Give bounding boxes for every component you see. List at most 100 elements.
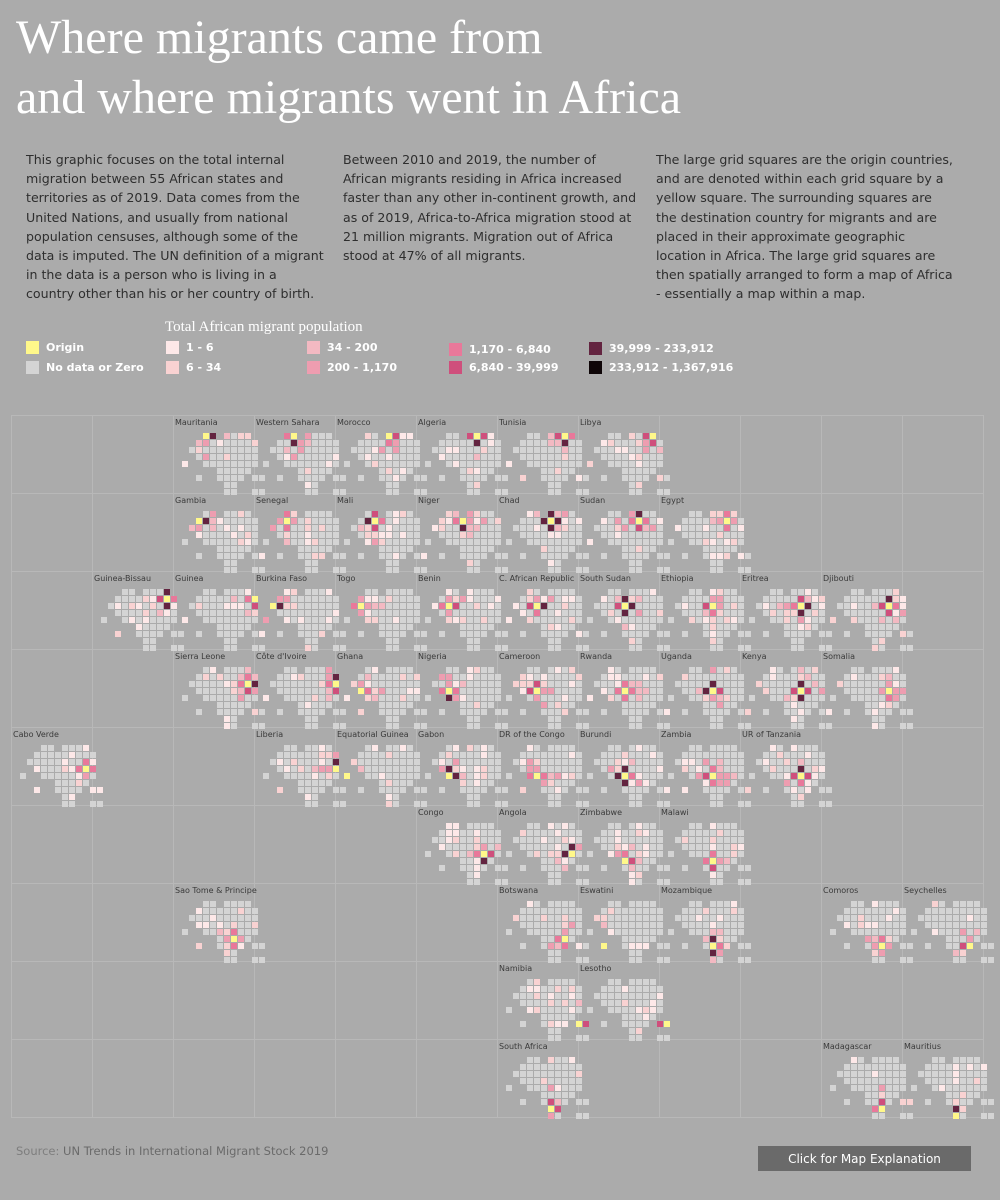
destination-cell — [527, 986, 533, 992]
destination-cell — [534, 454, 540, 460]
destination-cell — [171, 631, 177, 637]
origin-tile[interactable]: Burkina Faso — [255, 572, 346, 651]
origin-tile[interactable]: Niger — [417, 494, 508, 573]
destination-cell — [534, 1007, 540, 1013]
destination-cell — [400, 589, 406, 595]
origin-tile[interactable]: Zimbabwe — [579, 806, 670, 885]
destination-cell — [407, 624, 413, 630]
origin-tile[interactable]: Egypt — [660, 494, 751, 573]
origin-tile[interactable]: Burundi — [579, 728, 670, 807]
destination-cell — [548, 908, 554, 914]
origin-tile[interactable]: Zambia — [660, 728, 751, 807]
origin-tile[interactable]: Guinea — [174, 572, 265, 651]
destination-cell — [414, 787, 420, 793]
origin-tile[interactable]: Morocco — [336, 416, 427, 495]
origin-tile[interactable]: Ethiopia — [660, 572, 751, 651]
destination-cell — [555, 950, 561, 956]
origin-tile[interactable]: Liberia — [255, 728, 346, 807]
origin-tile[interactable]: South Africa — [498, 1040, 589, 1119]
destination-cell — [622, 865, 628, 871]
destination-cell — [224, 447, 230, 453]
origin-tile[interactable]: Seychelles — [903, 884, 994, 963]
destination-cell — [351, 681, 357, 687]
origin-tile[interactable]: Western Sahara — [255, 416, 346, 495]
origin-tile[interactable]: Guinea-Bissau — [93, 572, 184, 651]
origin-tile-label: Mali — [337, 496, 354, 505]
origin-tile[interactable]: Benin — [417, 572, 508, 651]
origin-tile[interactable]: Malawi — [660, 806, 751, 885]
destination-cell — [562, 440, 568, 446]
destination-cell — [812, 589, 818, 595]
origin-tile[interactable]: Nigeria — [417, 650, 508, 729]
destination-cell — [784, 766, 790, 772]
destination-cell — [203, 922, 209, 928]
origin-tile[interactable]: Mauritius — [903, 1040, 994, 1119]
destination-cell — [583, 489, 589, 495]
origin-tile[interactable]: Cabo Verde — [12, 728, 103, 807]
origin-tile[interactable]: Congo — [417, 806, 508, 885]
origin-tile[interactable]: Rwanda — [579, 650, 670, 729]
origin-tile[interactable]: Madagascar — [822, 1040, 913, 1119]
map-explanation-button[interactable]: Click for Map Explanation — [758, 1146, 971, 1171]
destination-cell — [527, 518, 533, 524]
destination-cell — [932, 929, 938, 935]
destination-cell — [872, 1106, 878, 1112]
destination-cell — [541, 525, 547, 531]
destination-cell — [333, 759, 339, 765]
destination-cell — [784, 702, 790, 708]
origin-tile[interactable]: Botswana — [498, 884, 589, 963]
destination-cell — [474, 709, 480, 715]
origin-tile[interactable]: Senegal — [255, 494, 346, 573]
destination-cell — [689, 844, 695, 850]
origin-tile[interactable]: Gambia — [174, 494, 265, 573]
origin-tile[interactable]: Mali — [336, 494, 427, 573]
origin-tile[interactable]: Mauritania — [174, 416, 265, 495]
destination-cell — [414, 475, 420, 481]
origin-tile[interactable]: Sierra Leone — [174, 650, 265, 729]
origin-tile[interactable]: Djibouti — [822, 572, 913, 651]
origin-tile[interactable]: Eritrea — [741, 572, 832, 651]
destination-cell — [196, 596, 202, 602]
origin-tile[interactable]: Namibia — [498, 962, 589, 1041]
origin-tile[interactable]: Lesotho — [579, 962, 670, 1041]
origin-tile[interactable]: Tunisia — [498, 416, 589, 495]
origin-tile[interactable]: Comoros — [822, 884, 913, 963]
origin-tile[interactable]: Chad — [498, 494, 589, 573]
origin-tile[interactable]: Eswatini — [579, 884, 670, 963]
origin-tile[interactable]: Sao Tome & Principe — [174, 884, 265, 963]
origin-tile[interactable]: Uganda — [660, 650, 751, 729]
origin-tile[interactable]: South Sudan — [579, 572, 670, 651]
destination-cell — [474, 794, 480, 800]
destination-cell — [900, 631, 906, 637]
origin-tile[interactable]: Ghana — [336, 650, 427, 729]
origin-tile[interactable]: UR of Tanzania — [741, 728, 832, 807]
origin-tile-label: Eritrea — [742, 574, 769, 583]
origin-tile[interactable]: Algeria — [417, 416, 508, 495]
destination-cell — [805, 773, 811, 779]
origin-tile[interactable]: Sudan — [579, 494, 670, 573]
origin-tile[interactable]: Togo — [336, 572, 427, 651]
origin-tile[interactable]: Libya — [579, 416, 670, 495]
destination-cell — [689, 525, 695, 531]
origin-tile[interactable]: Angola — [498, 806, 589, 885]
destination-cell — [252, 908, 258, 914]
origin-tile[interactable]: Gabon — [417, 728, 508, 807]
destination-cell — [541, 709, 547, 715]
origin-tile[interactable]: DR of the Congo — [498, 728, 589, 807]
origin-tile[interactable]: Mozambique — [660, 884, 751, 963]
origin-tile[interactable]: Kenya — [741, 650, 832, 729]
destination-cell — [562, 695, 568, 701]
destination-cell — [55, 759, 61, 765]
origin-tile[interactable]: Equatorial Guinea — [336, 728, 427, 807]
destination-cell — [245, 915, 251, 921]
destination-cell — [474, 610, 480, 616]
destination-cell — [203, 908, 209, 914]
destination-cell — [826, 801, 832, 807]
destination-cell — [981, 943, 987, 949]
origin-tile[interactable]: C. African Republic — [498, 572, 589, 651]
destination-cell — [608, 993, 614, 999]
origin-tile[interactable]: Somalia — [822, 650, 913, 729]
origin-tile[interactable]: Cameroon — [498, 650, 589, 729]
destination-cell — [150, 645, 156, 651]
origin-tile[interactable]: Côte d'Ivoire — [255, 650, 346, 729]
